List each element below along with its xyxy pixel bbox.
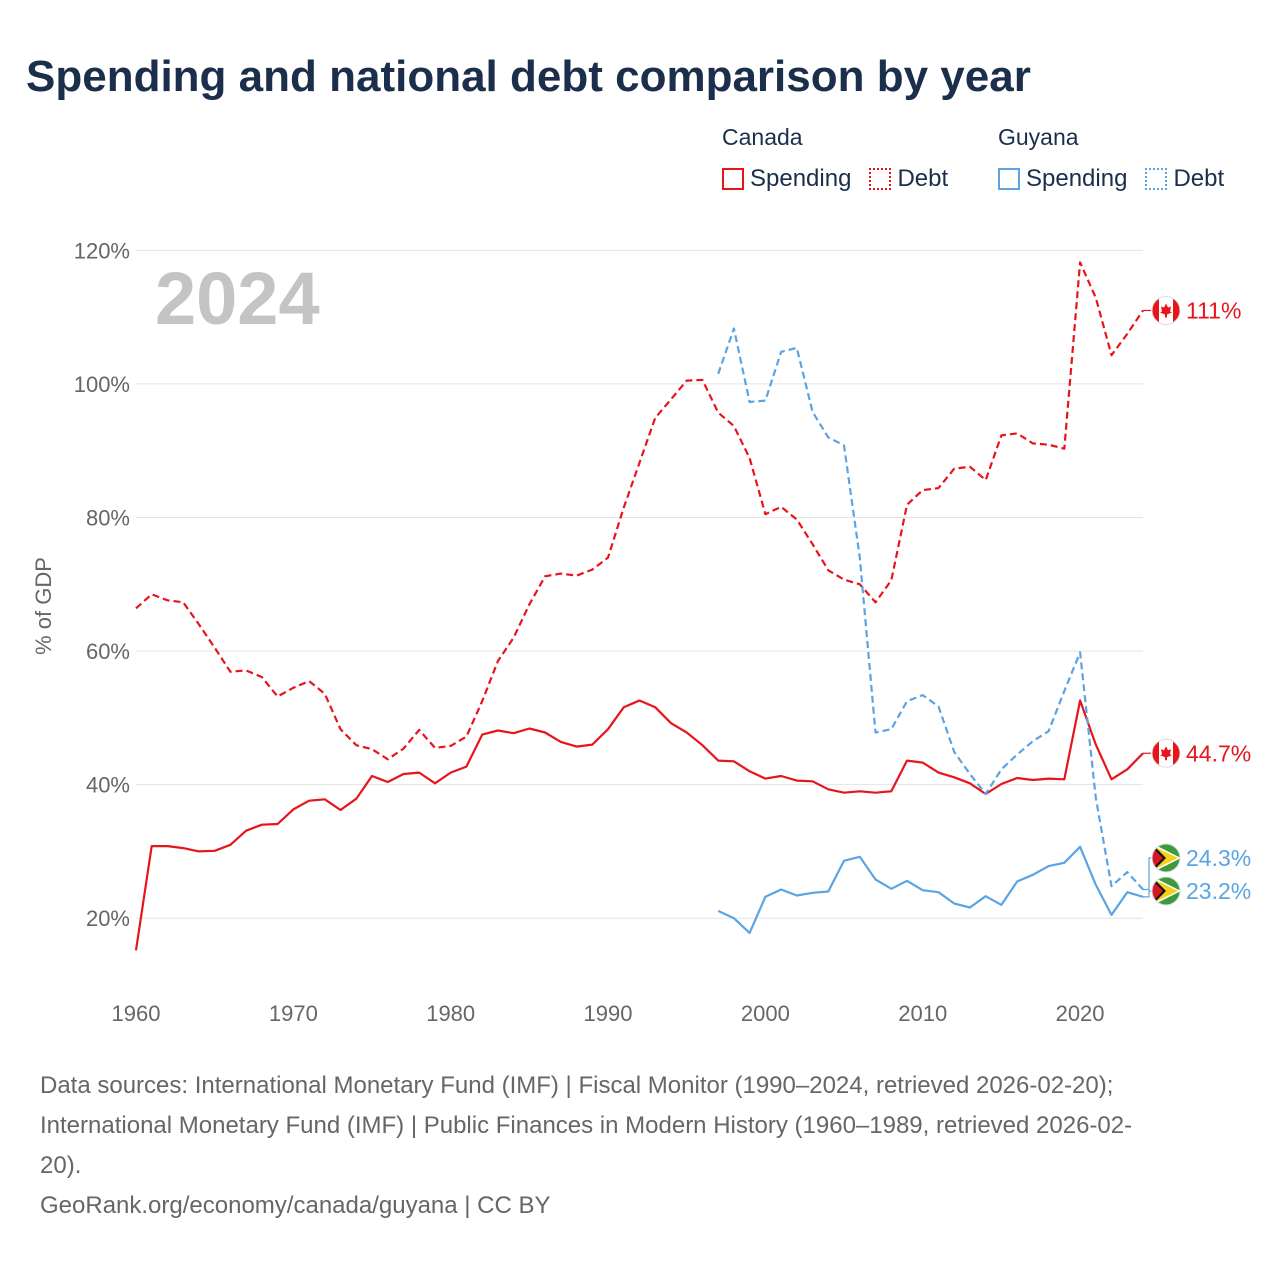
dotted-line-swatch-icon [1145,168,1168,190]
y-tick-label: 100% [74,372,130,397]
legend-group-label: Guyana [998,124,1079,150]
canada-flag-icon [1151,738,1181,768]
end-label-connector [1143,857,1151,891]
legend-item-label: Debt [897,165,949,192]
end-label-connector [1143,890,1151,898]
year-watermark: 2024 [155,257,320,340]
series-line-canada-debt[interactable] [135,261,1144,761]
guyana-flag-icon [1151,843,1181,873]
y-tick-label: 20% [86,906,130,931]
y-tick-label: 120% [74,238,130,263]
legend-item-guyana-spending[interactable]: Spending [998,165,1127,193]
chart-title: Spending and national debt comparison by… [26,52,1031,101]
legend-item-label: Spending [1026,165,1128,192]
legend-item-label: Spending [750,165,852,192]
solid-line-swatch-icon [998,168,1020,190]
dotted-line-swatch-icon [869,168,892,190]
y-axis-label: % of GDP [31,557,56,655]
x-tick-label: 1970 [269,1001,318,1026]
legend-group-canada: Canada Spending Debt [722,124,966,193]
end-labels: 111% 44.7% 24.3% 23.2% [1143,295,1251,906]
y-tick-label: 40% [86,773,130,798]
y-tick-label: 80% [86,506,130,531]
x-axis-ticks: 1960 1970 1980 1990 2000 2010 2020 [112,1001,1105,1026]
series-lines [134,261,1144,951]
legend-item-canada-debt[interactable]: Debt [869,165,948,193]
legend-group-label: Canada [722,124,803,150]
solid-line-swatch-icon [722,168,744,190]
end-value-label: 24.3% [1186,845,1251,871]
data-sources: Data sources: International Monetary Fun… [40,1066,1240,1226]
legend-item-guyana-debt[interactable]: Debt [1145,165,1224,193]
x-tick-label: 2010 [898,1001,947,1026]
guyana-flag-icon [1151,876,1181,906]
y-axis-ticks: 20% 40% 60% 80% 100% 120% [74,238,130,931]
end-value-label: 111% [1186,297,1241,323]
sources-line-2: International Monetary Fund (IMF) | Publ… [40,1112,1133,1139]
series-line-guyana-debt[interactable] [717,327,1144,891]
series-line-canada-spending[interactable] [134,699,1144,951]
line-chart: 2024 % of GDP 20%40%60%80%100%120% 1960 1… [31,238,1251,1026]
x-tick-label: 1990 [584,1001,633,1026]
x-tick-label: 2020 [1056,1001,1105,1026]
legend-group-guyana: Guyana Spending Debt [998,124,1242,193]
legend-item-canada-spending[interactable]: Spending [722,165,851,193]
end-value-label: 44.7% [1186,740,1251,766]
x-tick-label: 1980 [426,1001,475,1026]
x-tick-label: 2000 [741,1001,790,1026]
sources-line-3: 20). [40,1152,82,1179]
canada-flag-icon [1151,295,1181,325]
attribution-link[interactable]: GeoRank.org/economy/canada/guyana | CC B… [40,1192,551,1219]
legend-item-label: Debt [1173,165,1225,192]
x-tick-label: 1960 [112,1001,161,1026]
y-tick-label: 60% [86,639,130,664]
end-value-label: 23.2% [1186,878,1251,904]
sources-line-1: Data sources: International Monetary Fun… [40,1072,1114,1099]
grid-lines [136,249,1143,919]
series-line-guyana-spending[interactable] [717,845,1144,935]
